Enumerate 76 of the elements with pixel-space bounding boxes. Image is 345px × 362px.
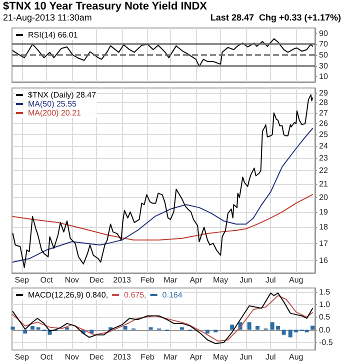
- y-tick-label: 70: [319, 40, 328, 49]
- bar: [230, 324, 234, 330]
- x-tick-label: Oct: [40, 352, 54, 362]
- x-tick-label: May: [213, 352, 228, 362]
- y-tick-label: 22: [319, 166, 328, 176]
- y-tick-label: 26: [319, 119, 328, 128]
- x-tick-label: Nov: [64, 276, 80, 284]
- bar: [65, 327, 70, 330]
- bar: [282, 330, 286, 335]
- bar: [214, 330, 218, 332]
- bar: [10, 326, 15, 330]
- y-tick-label: 19: [319, 207, 328, 216]
- x-tick-label: 2013: [113, 276, 132, 284]
- y-tick-label: 0.0: [319, 325, 331, 334]
- x-tick-label: Apr: [190, 352, 202, 362]
- legend-label: 0.164: [162, 290, 183, 300]
- legend-label: 0.675,: [124, 290, 146, 300]
- bar: [123, 326, 128, 330]
- y-tick-label: 25: [319, 130, 328, 140]
- legend-label: MACD(12,26,9) 0.840,: [28, 290, 108, 300]
- bar: [310, 326, 315, 330]
- x-tick-label: Mar: [164, 352, 178, 362]
- bar: [148, 327, 153, 330]
- line-series: [12, 128, 314, 263]
- text: Last 28.47 Chg +0.33 (+1.17%): [210, 12, 342, 22]
- bar: [205, 330, 210, 334]
- chart-subtitle: 21-Aug-2013 11:30am: [3, 12, 92, 22]
- y-tick-label: 10: [319, 72, 328, 82]
- bar: [256, 326, 260, 330]
- x-tick-label: Aug: [288, 276, 304, 284]
- x-tick-label: 2013: [113, 352, 132, 362]
- legend-label: MA(200) 20.21: [28, 108, 82, 118]
- y-tick-label: 29: [319, 88, 328, 98]
- legend-label: RSI(14) 66.01: [28, 30, 78, 40]
- y-tick-label: 50: [319, 50, 328, 60]
- y-tick-label: 24: [319, 142, 328, 151]
- x-tick-label: Aug: [288, 352, 304, 362]
- x-tick-label: Sep: [14, 276, 30, 284]
- y-tick-label: -0.5: [319, 338, 334, 347]
- y-tick-label: 27: [319, 108, 328, 118]
- x-tick-label: Jul: [266, 352, 276, 362]
- x-tick-label: Feb: [140, 276, 155, 284]
- legend-label: MA(50) 25.55: [28, 100, 78, 108]
- y-tick-label: 28: [319, 98, 328, 108]
- x-tick-label: Feb: [140, 352, 155, 362]
- y-tick-label: 1.0: [319, 300, 331, 309]
- x-tick-label: Jun: [240, 276, 252, 284]
- bar: [23, 330, 28, 334]
- y-tick-label: 21: [319, 179, 328, 188]
- x-tick-label: Sep: [14, 352, 30, 362]
- y-tick-label: 16: [319, 256, 328, 265]
- y-tick-label: 17: [319, 238, 328, 248]
- bar: [180, 327, 184, 330]
- y-tick-label: 90: [319, 28, 328, 38]
- line-series: [12, 194, 314, 241]
- bar: [36, 327, 40, 330]
- y-tick-label: 1.5: [319, 287, 331, 296]
- x-tick-label: Mar: [164, 276, 178, 284]
- y-tick-label: 0.5: [319, 312, 331, 322]
- x-tick-label: Jun: [240, 352, 252, 362]
- bar: [247, 322, 252, 330]
- chart-title: $TNX 10 Year Treasury Note Yield INDX: [3, 0, 208, 12]
- y-tick-label: 30: [319, 61, 328, 70]
- y-tick-label: 18: [319, 222, 328, 232]
- y-tick-label: 20: [319, 193, 328, 202]
- x-tick-label: Nov: [64, 352, 80, 362]
- x-tick-label: Jul: [266, 276, 276, 284]
- x-tick-label: Apr: [190, 276, 202, 284]
- legend-label: $TNX (Daily) 28.47: [28, 90, 97, 100]
- line-series: [12, 38, 314, 67]
- x-tick-label: Dec: [89, 276, 104, 284]
- bar: [30, 326, 35, 330]
- x-tick-label: Dec: [89, 352, 104, 362]
- y-tick-label: 23: [319, 154, 328, 163]
- x-tick-label: May: [213, 276, 228, 284]
- x-tick-label: Oct: [40, 276, 54, 284]
